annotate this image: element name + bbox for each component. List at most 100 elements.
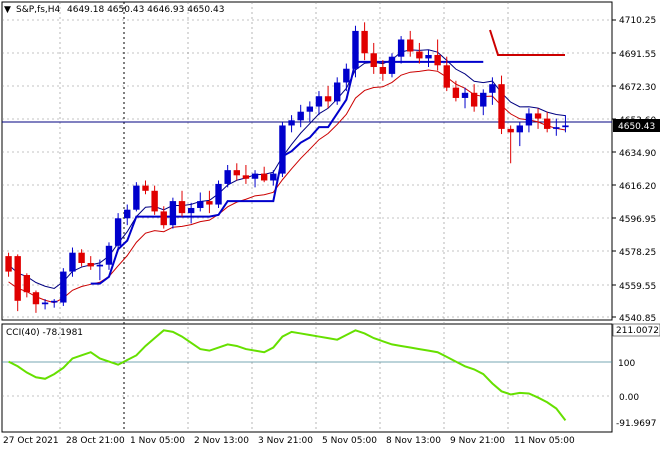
candle-body — [543, 118, 551, 129]
candle-body — [288, 120, 295, 126]
candle-body — [498, 84, 505, 129]
candle-body — [160, 211, 167, 226]
cci-tick: 100 — [618, 359, 635, 369]
cci-series — [8, 329, 567, 422]
candle-body — [251, 173, 259, 179]
candle-body — [416, 51, 423, 59]
candle-body — [434, 54, 441, 66]
candle-body — [105, 245, 113, 265]
candle-body — [334, 82, 341, 102]
candle-body — [114, 218, 122, 246]
candle-body — [452, 87, 460, 98]
candle-body — [525, 113, 533, 126]
price-tick: 4634.90 — [619, 149, 656, 159]
candle-body — [480, 92, 487, 107]
chart-dropdown-icon[interactable]: ▼ — [4, 5, 11, 15]
price-panel — [1, 1, 613, 321]
candle-body — [78, 252, 85, 263]
candle-body — [187, 207, 195, 214]
price-axis: 4710.25 4691.55 4672.30 4653.60 4634.90 … — [619, 16, 656, 324]
candle-body — [443, 65, 450, 88]
cci-tick: 211.0072 — [616, 326, 659, 336]
price-tick: 4672.30 — [619, 83, 656, 93]
upper-band-line — [8, 49, 566, 289]
candle-body — [178, 201, 186, 214]
candle-body — [379, 67, 387, 74]
symbol-label: S&P,fs,H4 — [16, 5, 61, 15]
candle-body — [425, 54, 432, 59]
candle-body — [470, 92, 478, 107]
time-tick: 27 Oct 2021 — [3, 436, 59, 446]
time-tick: 28 Oct 21:00 — [66, 436, 125, 446]
candle-body — [516, 125, 523, 133]
candle-body — [343, 68, 350, 83]
candle-body — [124, 209, 131, 219]
candle-body — [206, 201, 213, 205]
candle-body — [169, 201, 177, 226]
candle-body — [96, 264, 104, 267]
price-tick: 4559.55 — [619, 282, 656, 292]
candle-body — [553, 127, 560, 129]
cci-max-tag — [612, 323, 660, 337]
trailing-stop-line — [90, 60, 484, 285]
candle-body — [279, 125, 286, 174]
candle-body — [32, 292, 40, 305]
candle-body — [306, 106, 314, 112]
candle-body — [215, 183, 222, 205]
candle-body — [51, 300, 58, 303]
cci-line — [8, 329, 567, 422]
candle-body — [23, 275, 31, 293]
candle-body — [361, 30, 368, 54]
candle-body — [224, 170, 231, 184]
price-tick: 4691.55 — [619, 50, 656, 60]
candle-body — [315, 96, 323, 107]
indicator-panel — [1, 323, 613, 433]
candle-body — [397, 39, 405, 57]
chart-grid — [2, 2, 616, 432]
candle-body — [407, 39, 414, 52]
time-tick: 9 Nov 21:00 — [450, 436, 505, 446]
candle-body — [297, 111, 304, 121]
price-tick: 4540.85 — [619, 314, 656, 324]
price-tick: 4616.20 — [619, 182, 656, 192]
candle-body — [133, 185, 140, 210]
cci-tick: 0.00 — [619, 393, 639, 403]
candle-body — [242, 175, 250, 179]
time-tick: 8 Nov 13:00 — [386, 436, 441, 446]
cci-tick: -91.9697 — [616, 419, 656, 429]
current-price-value: 4650.43 — [618, 122, 655, 132]
time-tick: 1 Nov 05:00 — [130, 436, 185, 446]
price-tick: 4578.25 — [619, 248, 656, 258]
candle-body — [489, 84, 496, 93]
candle-body — [352, 30, 359, 69]
ohlc-values: 4649.18 4650.43 4646.93 4650.43 — [67, 5, 224, 15]
candlesticks — [5, 22, 569, 313]
candle-body — [270, 173, 277, 181]
price-tick: 4596.95 — [619, 215, 656, 225]
candle-body — [562, 125, 569, 128]
candle-body — [142, 185, 149, 191]
candle-body — [87, 262, 94, 267]
candle-body — [41, 302, 49, 305]
indicator-label: CCI(40) -78.1981 — [6, 328, 83, 338]
candle-body — [14, 256, 21, 301]
candle-body — [151, 190, 158, 212]
resistance-line — [489, 29, 565, 56]
cci-100-tag — [613, 357, 635, 369]
time-tick: 2 Nov 13:00 — [194, 436, 249, 446]
candle-body — [69, 252, 76, 272]
time-tick: 11 Nov 05:00 — [514, 436, 575, 446]
candle-body — [534, 113, 542, 119]
price-tick: 4710.25 — [619, 16, 656, 26]
time-tick: 3 Nov 21:00 — [258, 436, 313, 446]
candle-body — [324, 96, 332, 102]
candle-body — [260, 173, 268, 181]
candle-body — [461, 92, 469, 98]
candle-body — [197, 201, 204, 208]
candle-body — [233, 170, 240, 176]
candle-body — [370, 53, 377, 68]
candle-body — [5, 256, 12, 272]
candle-body — [60, 271, 67, 303]
current-price-tag — [613, 119, 660, 132]
